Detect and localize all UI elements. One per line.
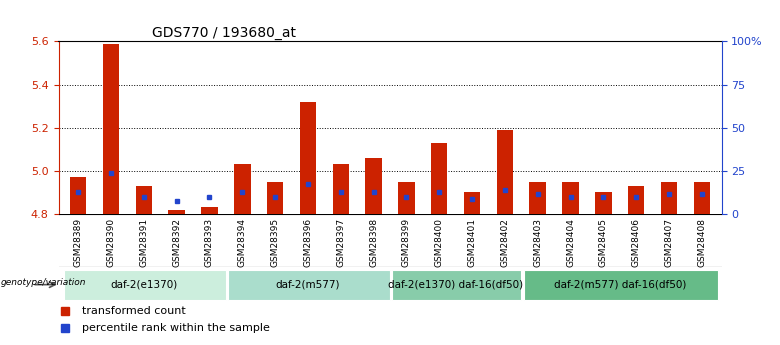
Bar (693, 181, 710, 214)
Text: GSM28401: GSM28401 (467, 218, 477, 267)
Bar (523, 270, 718, 300)
Bar (103, 43, 119, 214)
Text: GSM28406: GSM28406 (632, 218, 640, 267)
Bar (365, 158, 381, 214)
Text: GSM28405: GSM28405 (599, 218, 608, 267)
Text: GSM28396: GSM28396 (303, 218, 313, 267)
Bar (70, 177, 87, 214)
Bar (392, 270, 521, 300)
Text: GSM28399: GSM28399 (402, 218, 411, 267)
Text: daf-2(e1370) daf-16(df50): daf-2(e1370) daf-16(df50) (388, 280, 523, 289)
Bar (229, 270, 390, 300)
Bar (464, 192, 480, 214)
Text: GSM28393: GSM28393 (205, 218, 214, 267)
Text: GSM28404: GSM28404 (566, 218, 575, 267)
Bar (201, 207, 218, 214)
Text: GSM28389: GSM28389 (73, 218, 83, 267)
Text: GSM28391: GSM28391 (140, 218, 148, 267)
Text: GSM28408: GSM28408 (697, 218, 707, 267)
Text: genotype/variation: genotype/variation (1, 278, 87, 287)
Text: percentile rank within the sample: percentile rank within the sample (82, 323, 270, 333)
Text: GSM28402: GSM28402 (501, 218, 509, 267)
Text: GSM28407: GSM28407 (665, 218, 673, 267)
Bar (595, 192, 612, 214)
Text: GSM28394: GSM28394 (238, 218, 246, 267)
Text: GSM28403: GSM28403 (534, 218, 542, 267)
Text: GSM28398: GSM28398 (369, 218, 378, 267)
Bar (530, 181, 546, 214)
Bar (64, 270, 226, 300)
Bar (431, 143, 448, 214)
Text: daf-2(m577): daf-2(m577) (275, 280, 340, 289)
Text: GSM28397: GSM28397 (336, 218, 346, 267)
Text: daf-2(m577) daf-16(df50): daf-2(m577) daf-16(df50) (554, 280, 686, 289)
Bar (168, 209, 185, 214)
Bar (628, 186, 644, 214)
Text: GSM28400: GSM28400 (434, 218, 444, 267)
Bar (136, 186, 152, 214)
Text: GSM28390: GSM28390 (107, 218, 115, 267)
Text: GSM28395: GSM28395 (271, 218, 279, 267)
Text: transformed count: transformed count (82, 306, 186, 315)
Bar (562, 181, 579, 214)
Bar (399, 181, 415, 214)
Bar (234, 164, 250, 214)
Bar (497, 130, 513, 214)
Bar (661, 181, 677, 214)
Bar (300, 102, 316, 214)
Bar (332, 164, 349, 214)
Text: GSM28392: GSM28392 (172, 218, 181, 267)
Text: GDS770 / 193680_at: GDS770 / 193680_at (152, 26, 296, 40)
Bar (267, 181, 283, 214)
Text: daf-2(e1370): daf-2(e1370) (110, 280, 178, 289)
